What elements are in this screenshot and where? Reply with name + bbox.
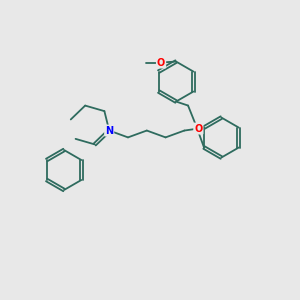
Text: O: O [157, 58, 165, 68]
Text: N: N [105, 125, 113, 136]
Text: O: O [194, 124, 202, 134]
